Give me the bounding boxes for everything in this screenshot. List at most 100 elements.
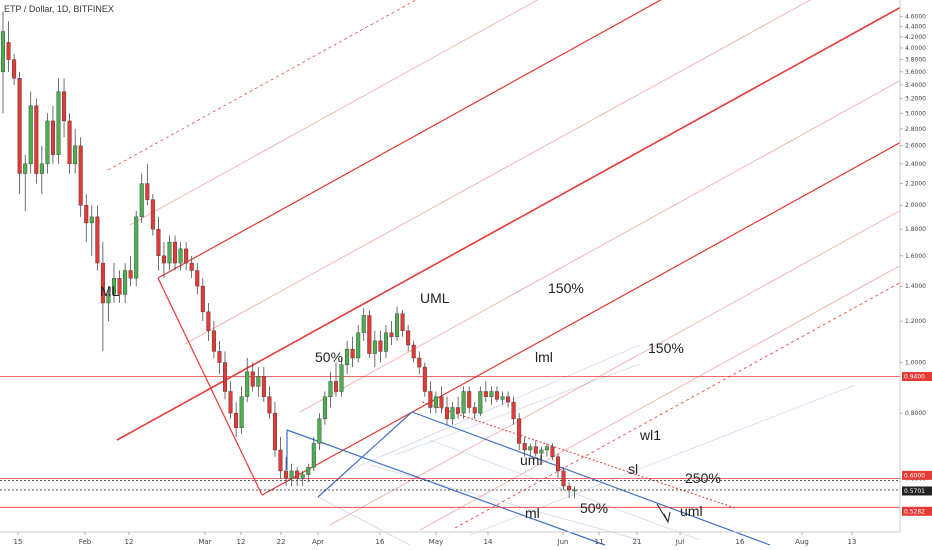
time-tick-label: Feb bbox=[79, 538, 92, 546]
candle-body bbox=[39, 163, 44, 174]
candle-body bbox=[445, 407, 450, 420]
candle-body bbox=[145, 183, 150, 200]
candle-body bbox=[1, 31, 5, 73]
candle-body bbox=[12, 59, 17, 79]
candle-body bbox=[200, 285, 205, 313]
time-tick-label: 12 bbox=[125, 538, 134, 546]
price-tag bbox=[902, 470, 932, 480]
candle-body bbox=[189, 262, 194, 271]
time-tick-label: 21 bbox=[633, 538, 642, 546]
time-tick-label: 22 bbox=[277, 538, 286, 546]
candle-body bbox=[217, 351, 222, 363]
candle-body bbox=[17, 78, 22, 174]
candle-body bbox=[45, 120, 50, 165]
price-tick-label: 3.8000 bbox=[905, 57, 926, 64]
annotation-label: ML bbox=[100, 283, 120, 299]
annotation-label: uml bbox=[680, 503, 703, 519]
price-tick-label: 2.0000 bbox=[905, 202, 926, 209]
time-axis[interactable]: 15 Feb 12 Mar 12 22 Apr 16 May 14 Jun 11 21 Jul 16 Aug 1… bbox=[0, 531, 900, 546]
price-tag-label: 0.9400 bbox=[904, 374, 925, 381]
candle-body bbox=[50, 120, 55, 155]
candle-body bbox=[284, 470, 289, 479]
candle-body bbox=[328, 381, 333, 397]
price-tick-label: 2.2000 bbox=[905, 181, 926, 188]
price-tick-label: 2.6000 bbox=[905, 143, 926, 150]
time-tick-label: 15 bbox=[14, 538, 23, 546]
candle-body bbox=[433, 396, 438, 408]
candle-body bbox=[489, 391, 494, 397]
candle-body bbox=[228, 391, 233, 414]
time-tick-label: Aug bbox=[795, 538, 809, 546]
fork-outer-dashed-upper bbox=[107, 0, 417, 171]
candle-body bbox=[406, 330, 411, 346]
candle-body bbox=[117, 277, 122, 295]
price-tick-label: 3.0000 bbox=[905, 110, 926, 117]
candle-body bbox=[395, 313, 400, 337]
candle-body bbox=[306, 467, 311, 475]
candle-body bbox=[211, 330, 216, 352]
blue-fork-parallel bbox=[469, 384, 856, 536]
time-tick-label: Jun bbox=[557, 538, 569, 546]
time-tick-label: 16 bbox=[376, 538, 385, 546]
price-axis[interactable]: 4.6000 4.4000 4.2000 4.0000 3.8000 3.6000 3.40… bbox=[899, 0, 932, 550]
candle-body bbox=[67, 120, 72, 165]
annotation-label: sl bbox=[628, 461, 638, 477]
down-arrow-icon bbox=[656, 503, 671, 524]
candle-body bbox=[267, 396, 272, 414]
time-tick-label: Apr bbox=[312, 538, 324, 546]
blue-base-line bbox=[317, 411, 413, 498]
candle-body bbox=[417, 357, 422, 368]
candle-body bbox=[311, 443, 316, 468]
candle-body bbox=[156, 228, 161, 257]
blue-fork-parallel bbox=[394, 363, 641, 456]
time-tick-label: May bbox=[429, 538, 443, 546]
candle-body bbox=[173, 241, 178, 264]
candle-body bbox=[556, 456, 561, 472]
annotation-label: ml bbox=[525, 505, 540, 521]
blue-fork-parallel bbox=[344, 344, 641, 473]
candle-body bbox=[483, 391, 488, 397]
candle-body bbox=[150, 199, 155, 230]
candle-body bbox=[322, 396, 327, 420]
candle-body bbox=[506, 396, 511, 403]
candle-body bbox=[128, 270, 133, 279]
candle-body bbox=[195, 270, 200, 287]
price-tick-label: 0.8000 bbox=[905, 410, 926, 417]
fork-lower-quarter-line bbox=[299, 62, 932, 413]
time-tick-label: Mar bbox=[198, 538, 211, 546]
candle-body bbox=[339, 364, 344, 392]
candle-body bbox=[317, 418, 322, 444]
price-tick-label: 2.4000 bbox=[905, 161, 926, 168]
fork-warning-line-1 bbox=[329, 192, 932, 526]
fork-quarter-line bbox=[184, 0, 812, 345]
annotation-label: wl1 bbox=[639, 427, 661, 443]
candle-body bbox=[350, 349, 355, 359]
candle-body bbox=[245, 371, 250, 397]
candle-body bbox=[528, 446, 533, 451]
candle-body bbox=[6, 42, 11, 60]
fork-warning-line-2 bbox=[419, 247, 932, 531]
price-tick-label: 2.8000 bbox=[905, 126, 926, 133]
annotation-label: UML bbox=[420, 290, 450, 306]
candle-body bbox=[378, 340, 383, 352]
price-tag bbox=[902, 372, 932, 382]
price-tick-label: 3.2000 bbox=[905, 96, 926, 103]
fork-outer-dashed-lower bbox=[454, 264, 932, 529]
annotation-label: 50% bbox=[580, 500, 608, 516]
price-tag-label: 0.5282 bbox=[904, 508, 925, 515]
candle-body bbox=[567, 485, 572, 491]
candle-body bbox=[134, 216, 139, 279]
candle-body bbox=[56, 91, 61, 155]
candles-layer bbox=[1, 11, 577, 499]
candle-body bbox=[383, 332, 388, 352]
price-tick-label: 3.4000 bbox=[905, 82, 926, 89]
candle-body bbox=[250, 371, 255, 387]
annotation-label: 150% bbox=[548, 280, 584, 296]
candle-body bbox=[389, 332, 394, 337]
candle-body bbox=[345, 349, 350, 365]
price-tick-label: 3.6000 bbox=[905, 69, 926, 76]
candle-body bbox=[356, 332, 361, 359]
pitchfork-handle bbox=[157, 277, 263, 496]
annotation-label: 50% bbox=[315, 349, 343, 365]
